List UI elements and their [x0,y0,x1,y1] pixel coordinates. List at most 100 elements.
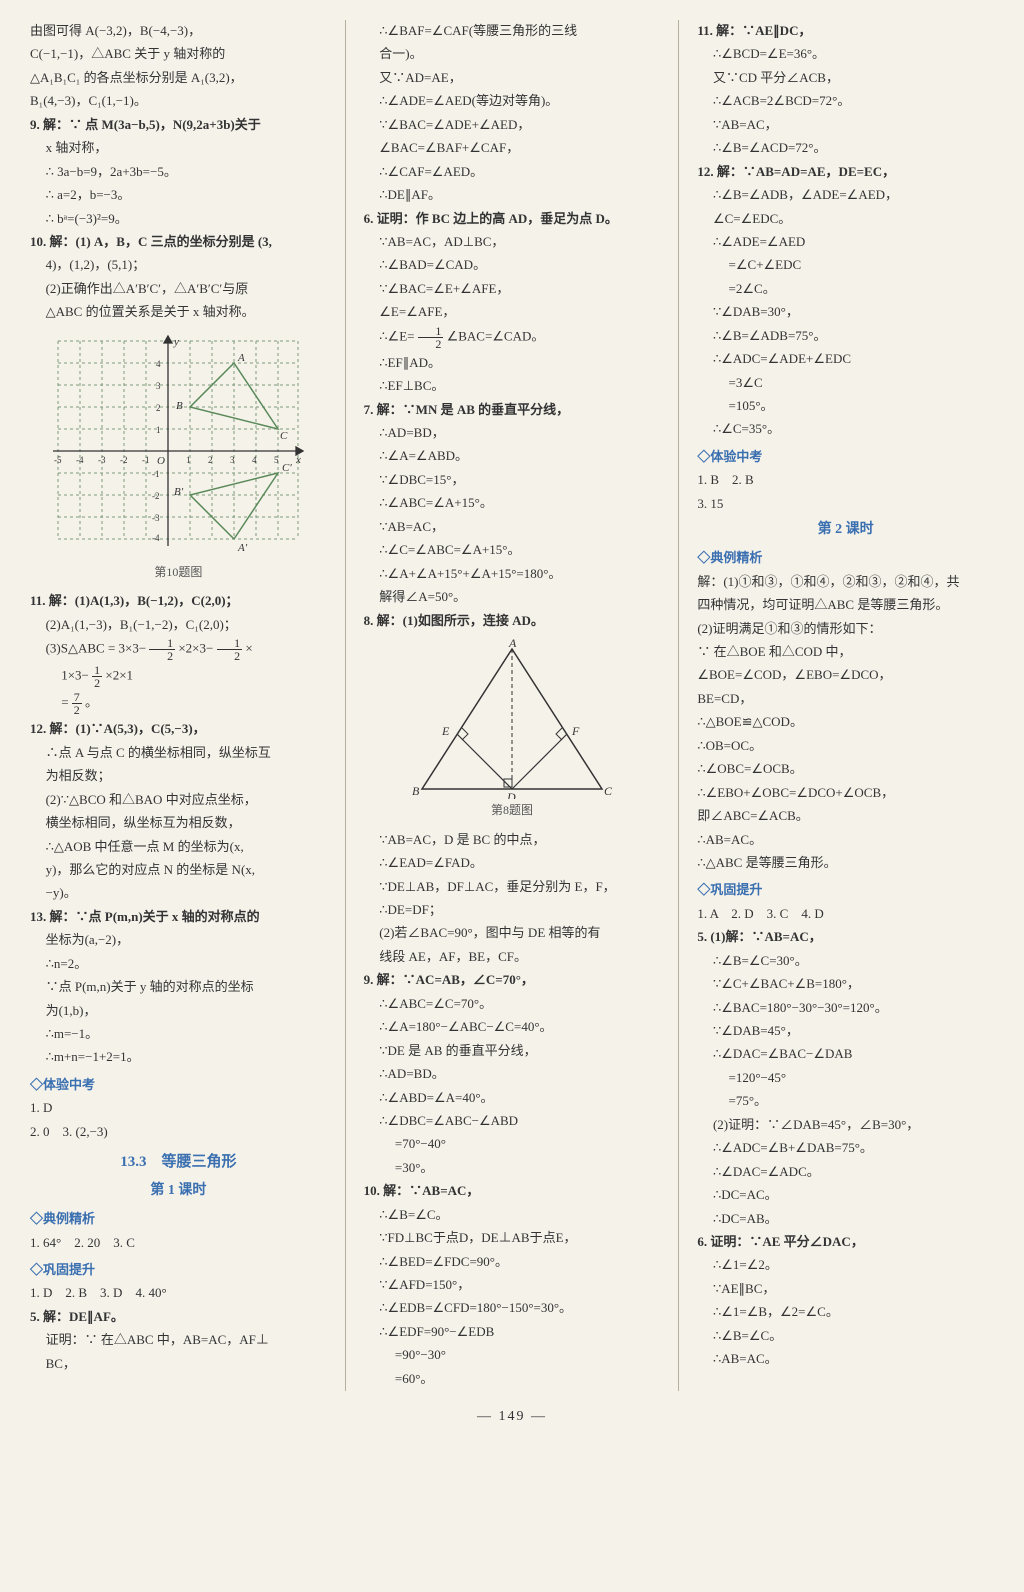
text-line: =70°−40° [364,1133,661,1154]
q8: 8. 解：(1)如图所示，连接 AD。 [364,610,661,631]
text-line: ∴∠BAC=180°−30°−30°=120°。 [697,997,994,1018]
text-line: ∵∠DAB=30°， [697,301,994,322]
text-line: ∴∠ADC=∠B+∠DAB=75°。 [697,1137,994,1158]
svg-text:y: y [173,336,179,348]
text-line: ∴∠B=∠ADB=75°。 [697,325,994,346]
text-line: ∴∠ADE=∠AED [697,231,994,252]
heading-dianli: ◇典例精析 [30,1208,327,1229]
text-line: 解：(1)①和③，①和④，②和③，②和④，共 [697,571,994,592]
column-2: ∴∠BAF=∠CAF(等腰三角形的三线 合一)。 又∵AD=AE， ∴∠ADE=… [364,20,661,1391]
q7: 7. 解：∵MN 是 AB 的垂直平分线， [364,399,661,420]
text-line: 解得∠A=50°。 [364,586,661,607]
text-line: ∴DC=AC。 [697,1184,994,1205]
section-13-3: 13.3 等腰三角形 [30,1150,327,1175]
figure-8: A BC D EF 第8题图 [364,639,661,821]
text-line: 又∵CD 平分∠ACB， [697,67,994,88]
q12: 12. 解：(1)∵A(5,3)，C(5,−3)， [30,718,327,739]
q9-head: 9. 解：∵AC=AB，∠C=70°， [364,972,534,987]
text-line: ∴△BOE≌△COD。 [697,711,994,732]
svg-text:A: A [508,639,517,650]
text-line: BC， [30,1353,327,1374]
text-line: =3∠C [697,372,994,393]
page: 由图可得 A(−3,2)，B(−4,−3)， C(−1,−1)，△ABC 关于 … [30,20,994,1391]
text-line: ∴AB=AC。 [697,829,994,850]
text-line: (2)证明：∵∠DAB=45°，∠B=30°， [697,1114,994,1135]
text-line: (2)证明满足①和③的情形如下： [697,618,994,639]
text-line: 为(1,b)， [30,1000,327,1021]
text-line: ∴∠A+∠A+15°+∠A+15°=180°。 [364,563,661,584]
svg-text:-1: -1 [142,455,150,465]
text-line: ∴EF⊥BC。 [364,375,661,396]
q13-head: 13. 解：∵点 P(m,n)关于 x 轴的对称点的 [30,909,260,924]
text-line: ∴∠ABD=∠A=40°。 [364,1087,661,1108]
text-line: ∴AB=AC。 [697,1348,994,1369]
text-line: ∵∠AFD=150°， [364,1274,661,1295]
text: ×2×3− [178,641,213,656]
answer-line: 3. 15 [697,493,994,514]
q11: 11. 解：(1)A(1,3)，B(−1,2)，C(2,0)； [30,590,327,611]
svg-text:-2: -2 [120,455,128,465]
fig8-caption: 第8题图 [364,801,661,821]
formula-line: (3)S△ABC = 3×3− 12 ×2×3− 12 × [30,637,327,662]
text-line: ∴∠DAC=∠ADC。 [697,1161,994,1182]
text-line: ∴∠B=∠C=30°。 [697,950,994,971]
text-line: ∴△AOB 中任意一点 M 的坐标为(x, [30,836,327,857]
q11c: 11. 解：∵AE∥DC， [697,20,994,41]
svg-text:E: E [441,724,450,738]
text-line: 由图可得 A(−3,2)，B(−4,−3)， [30,20,327,41]
text-line: ∴DE∥AF。 [364,184,661,205]
text-line: 横坐标相同，纵坐标互为相反数， [30,812,327,833]
text-line: BE=CD， [697,688,994,709]
text-line: ∴ 3a−b=9，2a+3b=−5。 [30,161,327,182]
text-line: ∵∠DAB=45°， [697,1020,994,1041]
q7-head: 7. 解：∵MN 是 AB 的垂直平分线， [364,402,569,417]
q9b: 9. 解：∵AC=AB，∠C=70°， [364,969,661,990]
q5-head: 5. 解：DE∥AF。 [30,1309,124,1324]
grid-svg: yx O ABC A′B′C′ -5-4-3 -2-1 123 45 4321 … [48,331,308,561]
svg-text:-4: -4 [76,455,84,465]
text-line: 即∠ABC=∠ACB。 [697,805,994,826]
text-line: x 轴对称， [30,137,327,158]
svg-text:C: C [604,784,612,798]
text-line: ∴∠EDB=∠CFD=180°−150°=30°。 [364,1297,661,1318]
text-line: ∴∠C=∠ABC=∠A+15°。 [364,539,661,560]
svg-text:2: 2 [156,403,161,413]
svg-text:5: 5 [274,455,279,465]
svg-text:-5: -5 [54,455,62,465]
heading-tiyan: ◇体验中考 [30,1074,327,1095]
text-line: B₁(4,−3)，C₁(1,−1)。 [30,90,327,111]
svg-text:-1: -1 [152,469,160,479]
text-line: ∵DE 是 AB 的垂直平分线， [364,1040,661,1061]
column-separator [345,20,346,1391]
text-line: ∴△ABC 是等腰三角形。 [697,852,994,873]
q10: 10. 解：(1) A，B，C 三点的坐标分别是 (3, [30,231,327,252]
svg-text:3: 3 [156,381,161,391]
page-number: — 149 — [30,1405,994,1428]
text-line: =90°−30° [364,1344,661,1365]
text-line: ∠BOE=∠COD，∠EBO=∠DCO， [697,664,994,685]
text-line: =30°。 [364,1157,661,1178]
column-separator [678,20,679,1391]
text-line: ∴∠B=∠C。 [364,1204,661,1225]
triangle-svg: A BC D EF [412,639,612,799]
text: 。 [85,695,98,710]
heading-dianli: ◇典例精析 [697,547,994,568]
text-line: ∴∠ABC=∠A+15°。 [364,492,661,513]
svg-text:B′: B′ [174,486,184,498]
fraction: 72 [72,691,82,716]
text-line: =60°。 [364,1368,661,1389]
text: × [245,641,252,656]
text-line: (2)∵△BCO 和△BAO 中对应点坐标， [30,789,327,810]
text-line: ∠BAC=∠BAF+∠CAF， [364,137,661,158]
svg-text:C: C [280,430,288,442]
text-line: ∴m=−1。 [30,1023,327,1044]
fraction: 12 [92,664,102,689]
text-line: ∴DC=AB。 [697,1208,994,1229]
text-line: ∴∠DAC=∠BAC−∠DAB [697,1043,994,1064]
fraction: 12 [149,637,175,662]
text-line: 为相反数； [30,765,327,786]
text-line: 四种情况，均可证明△ABC 是等腰三角形。 [697,594,994,615]
svg-text:-4: -4 [152,533,160,543]
text-line: ∴∠B=∠ADB，∠ADE=∠AED， [697,184,994,205]
svg-text:B: B [412,784,420,798]
